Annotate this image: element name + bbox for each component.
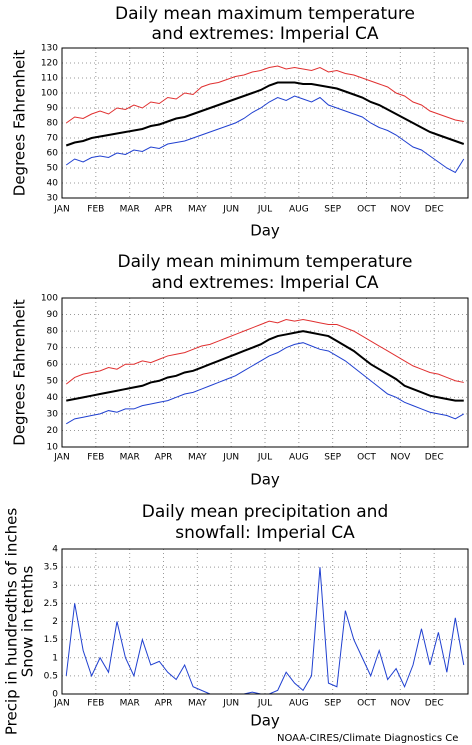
- y-tick-label: 100: [41, 294, 58, 304]
- y-tick-label: 80: [47, 119, 59, 129]
- x-tick-label: AUG: [289, 699, 309, 709]
- chart-title: and extremes: Imperial CA: [152, 24, 379, 44]
- chart-title: Daily mean maximum temperature: [115, 4, 415, 24]
- x-tick-label: JUN: [222, 453, 239, 463]
- y-tick-label: 110: [41, 74, 58, 84]
- x-tick-label: DEC: [425, 453, 444, 463]
- y-tick-label: 1.5: [44, 635, 58, 645]
- chart-title: snowfall: Imperial CA: [175, 523, 355, 543]
- y-axis-label: Degrees Fahrenheit: [11, 299, 29, 446]
- x-tick-label: FEB: [87, 699, 104, 709]
- line-series: [65, 319, 464, 385]
- y-tick-label: 100: [41, 89, 58, 99]
- y-tick-label: 60: [47, 360, 59, 370]
- y-tick-label: 0.5: [44, 671, 58, 681]
- line-series: [66, 330, 464, 402]
- x-tick-label: NOV: [390, 699, 411, 709]
- x-tick-label: JAN: [53, 205, 69, 215]
- y-tick-label: 70: [47, 134, 59, 144]
- x-tick-label: NOV: [390, 205, 411, 215]
- x-tick-label: JUN: [222, 699, 239, 709]
- x-tick-label: MAY: [188, 699, 207, 709]
- plot-frame: [61, 47, 469, 199]
- y-tick-label: 3.5: [44, 563, 58, 573]
- x-tick-label: NOV: [390, 453, 411, 463]
- y-tick-label: 130: [41, 44, 58, 54]
- x-tick-label: APR: [155, 453, 173, 463]
- x-tick-label: FEB: [87, 205, 104, 215]
- line-series: [65, 95, 465, 174]
- x-tick-label: DEC: [425, 699, 444, 709]
- x-tick-label: OCT: [357, 205, 376, 215]
- y-tick-label: 3: [52, 581, 58, 591]
- x-tick-label: MAY: [188, 205, 207, 215]
- x-tick-label: APR: [155, 205, 173, 215]
- line-series: [65, 65, 464, 124]
- x-tick-label: JUL: [257, 205, 272, 215]
- x-axis-label: Day: [250, 712, 280, 730]
- x-tick-label: JAN: [53, 699, 69, 709]
- y-tick-label: 30: [47, 194, 59, 204]
- y-axis-label: Snow in tenths: [19, 566, 37, 678]
- x-tick-label: DEC: [425, 205, 444, 215]
- x-tick-label: MAR: [120, 699, 140, 709]
- x-axis-label: Day: [250, 471, 280, 489]
- x-tick-label: SEP: [324, 205, 341, 215]
- chart-title: and extremes: Imperial CA: [152, 273, 379, 293]
- y-tick-label: 40: [47, 393, 59, 403]
- y-tick-label: 10: [47, 443, 59, 453]
- x-tick-label: JUN: [222, 205, 239, 215]
- y-tick-label: 20: [47, 426, 59, 436]
- line-series: [65, 567, 465, 695]
- x-tick-label: JUL: [257, 453, 272, 463]
- x-tick-label: AUG: [289, 453, 309, 463]
- y-tick-label: 2: [52, 617, 58, 627]
- y-tick-label: 4: [52, 545, 58, 555]
- y-tick-label: 70: [47, 343, 59, 353]
- y-tick-label: 50: [47, 376, 59, 386]
- y-tick-label: 0: [52, 690, 58, 700]
- plot-frame: [61, 548, 469, 695]
- x-tick-label: JUL: [257, 699, 272, 709]
- footer: NOAA-CIRES/Climate Diagnostics Ce: [277, 733, 458, 744]
- y-tick-label: 50: [47, 164, 59, 174]
- y-axis-label: Degrees Fahrenheit: [11, 50, 29, 197]
- x-tick-label: MAY: [188, 453, 207, 463]
- y-tick-label: 40: [47, 179, 59, 189]
- y-tick-label: 120: [41, 59, 58, 69]
- line-series: [65, 342, 465, 425]
- y-tick-label: 30: [47, 409, 59, 419]
- y-tick-label: 90: [47, 310, 59, 320]
- line-series: [65, 81, 465, 147]
- x-tick-label: JAN: [53, 453, 69, 463]
- x-tick-label: OCT: [357, 699, 376, 709]
- x-tick-label: AUG: [289, 205, 309, 215]
- y-tick-label: 1: [52, 653, 58, 663]
- x-tick-label: OCT: [357, 453, 376, 463]
- plot-frame: [61, 297, 469, 448]
- x-tick-label: SEP: [324, 453, 341, 463]
- x-tick-label: APR: [155, 699, 173, 709]
- x-tick-label: FEB: [87, 453, 104, 463]
- x-axis-label: Day: [250, 222, 280, 240]
- y-tick-label: 90: [47, 104, 59, 114]
- x-tick-label: SEP: [324, 699, 341, 709]
- y-axis-label: Precip in hundredths of inches: [3, 508, 21, 735]
- y-tick-label: 80: [47, 327, 59, 337]
- y-tick-label: 2.5: [44, 599, 58, 609]
- y-tick-label: 60: [47, 149, 59, 159]
- chart-title: Daily mean precipitation and: [142, 502, 389, 522]
- x-tick-label: MAR: [120, 205, 140, 215]
- x-tick-label: MAR: [120, 453, 140, 463]
- chart-title: Daily mean minimum temperature: [118, 252, 413, 272]
